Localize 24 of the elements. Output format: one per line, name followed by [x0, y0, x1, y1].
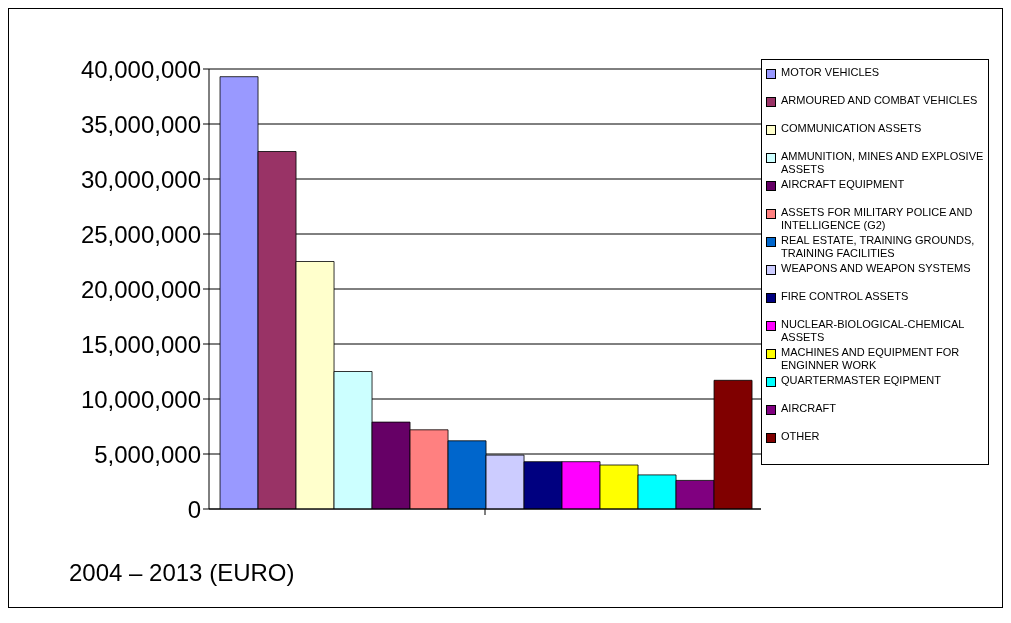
y-tick-label: 40,000,000: [80, 55, 201, 83]
legend-label: AMMUNITION, MINES AND EXPLOSIVE ASSETS: [781, 150, 985, 176]
y-tick-label: 30,000,000: [80, 165, 201, 193]
legend-label: MACHINES AND EQUIPMENT FOR ENGINNER WORK: [781, 346, 961, 372]
y-tick-label: 5,000,000: [94, 440, 201, 468]
legend-label: FIRE CONTROL ASSETS: [781, 290, 909, 303]
y-tick-label: 35,000,000: [80, 110, 201, 138]
y-tick-label: 10,000,000: [80, 385, 201, 413]
legend-label: OTHER: [781, 430, 820, 443]
y-tick-label: 25,000,000: [80, 220, 201, 248]
legend-label: QUARTERMASTER EQIPMENT: [781, 374, 941, 387]
text: 2004 – 2013 (EURO): [69, 559, 295, 587]
legend-label: WEAPONS AND WEAPON SYSTEMS: [781, 262, 971, 275]
legend-label: NUCLEAR-BIOLOGICAL-CHEMICAL ASSETS: [781, 318, 965, 344]
legend-label: COMMUNICATION ASSETS: [781, 122, 922, 135]
y-tick-label: 0: [187, 495, 201, 523]
legend-label: MOTOR VEHICLES: [781, 66, 880, 79]
legend-label: ASSETS FOR MILITARY POLICE AND INTELLIGENCE (G2): [781, 206, 974, 232]
legend-label: AIRCRAFT EQUIPMENT: [781, 178, 905, 191]
y-tick-label: 20,000,000: [80, 275, 201, 303]
legend-label: AIRCRAFT: [781, 402, 836, 415]
legend-label: REAL ESTATE, TRAINING GROUNDS, TRAINING FACILITIES: [781, 234, 976, 260]
y-tick-label: 15,000,000: [80, 330, 201, 358]
legend-label: ARMOURED AND COMBAT VEHICLES: [781, 94, 978, 107]
